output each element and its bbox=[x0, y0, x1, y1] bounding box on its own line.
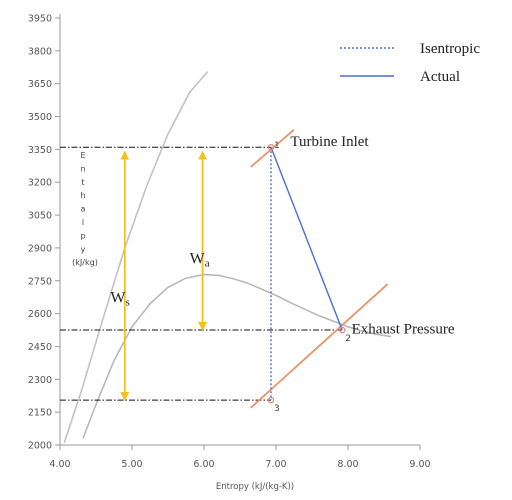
x-tick-label: 6.00 bbox=[193, 459, 214, 470]
y-tick-label: 2750 bbox=[28, 276, 52, 287]
y-tick-label: 2900 bbox=[28, 243, 52, 254]
y-tick-label: 3200 bbox=[28, 178, 52, 189]
y-tick-label: 3350 bbox=[28, 145, 52, 156]
y-tick-label: 2000 bbox=[28, 441, 52, 452]
y-tick-label: 2600 bbox=[28, 309, 52, 320]
work-label-ws: Ws bbox=[110, 290, 129, 309]
state-point-label-2: 2 bbox=[345, 334, 351, 344]
y-tick-label: 2450 bbox=[28, 342, 52, 353]
constant-pressure-curve bbox=[63, 71, 209, 444]
turbine-inlet-label: Turbine Inlet bbox=[290, 134, 369, 150]
exhaust-pressure-label: Exhaust Pressure bbox=[352, 321, 455, 337]
y-tick-label: 2300 bbox=[28, 375, 52, 386]
y-tick-label: 3650 bbox=[28, 79, 52, 90]
x-tick-label: 7.00 bbox=[265, 459, 286, 470]
x-tick-label: 8.00 bbox=[337, 459, 358, 470]
actual-process-line bbox=[270, 146, 343, 331]
work-label-wa: Wa bbox=[190, 250, 210, 269]
y-tick-label: 3800 bbox=[28, 46, 52, 57]
state-point-3 bbox=[267, 396, 275, 404]
x-tick-label: 5.00 bbox=[121, 459, 142, 470]
x-tick-label: 4.00 bbox=[49, 459, 70, 470]
x-axis-title: Entropy (kJ/(kg-K)) bbox=[216, 482, 294, 492]
state-point-1 bbox=[267, 143, 275, 151]
y-tick-label: 2150 bbox=[28, 408, 52, 419]
state-point-label-3: 3 bbox=[274, 404, 280, 414]
y-tick-label: 3950 bbox=[28, 14, 52, 25]
legend-label-isentropic: Isentropic bbox=[420, 41, 480, 57]
y-tick-label: 3500 bbox=[28, 112, 52, 123]
state-point-label-1: 1 bbox=[274, 141, 280, 151]
y-tick-label: 3050 bbox=[28, 211, 52, 222]
state-point-2 bbox=[339, 326, 346, 334]
legend-label-actual: Actual bbox=[420, 69, 460, 85]
turbine-inlet-isobar bbox=[250, 128, 295, 168]
exhaust-pressure-isobar bbox=[250, 283, 389, 409]
x-tick-label: 9.00 bbox=[409, 459, 430, 470]
